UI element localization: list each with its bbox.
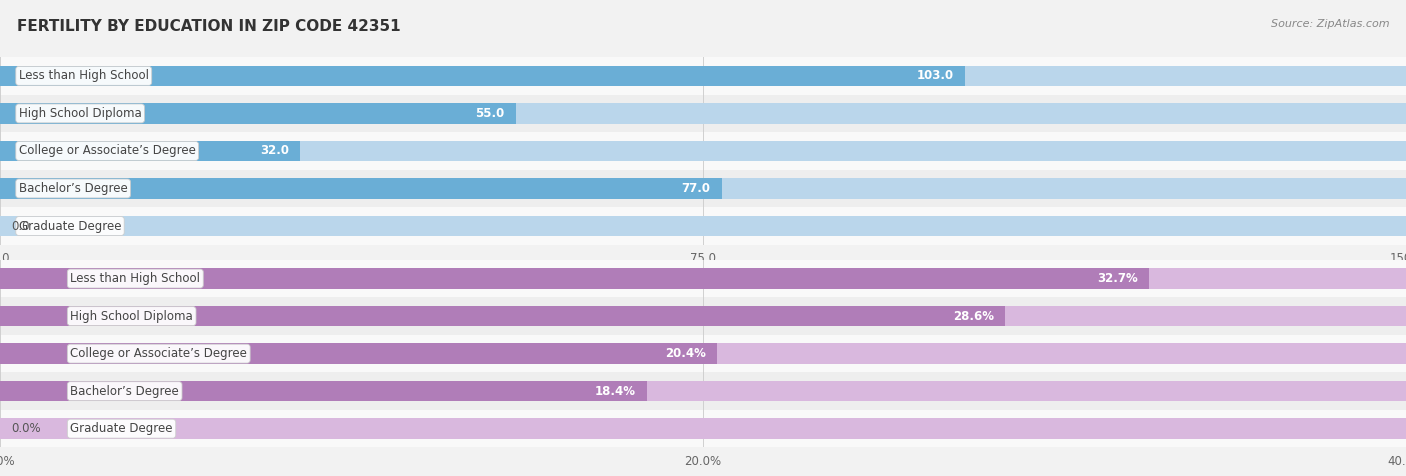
- Bar: [0, 335, 1406, 372]
- Text: 55.0: 55.0: [475, 107, 505, 120]
- Text: 77.0: 77.0: [682, 182, 710, 195]
- Text: 32.7%: 32.7%: [1098, 272, 1139, 285]
- Bar: [0, 418, 1406, 439]
- Text: Bachelor’s Degree: Bachelor’s Degree: [18, 182, 128, 195]
- Text: College or Associate’s Degree: College or Associate’s Degree: [70, 347, 247, 360]
- Bar: [0, 140, 299, 161]
- Text: 103.0: 103.0: [917, 69, 955, 82]
- Text: 28.6%: 28.6%: [953, 309, 994, 323]
- Text: 0.0: 0.0: [11, 219, 30, 232]
- Text: College or Associate’s Degree: College or Associate’s Degree: [18, 144, 195, 158]
- Text: 32.0: 32.0: [260, 144, 288, 158]
- Bar: [0, 178, 1406, 199]
- Bar: [0, 57, 1406, 95]
- Bar: [0, 207, 1406, 245]
- Bar: [0, 268, 1150, 289]
- Bar: [0, 103, 1406, 124]
- Bar: [0, 216, 1406, 236]
- Text: High School Diploma: High School Diploma: [70, 309, 193, 323]
- Bar: [0, 381, 1406, 401]
- Text: Bachelor’s Degree: Bachelor’s Degree: [70, 385, 179, 397]
- Bar: [0, 410, 1406, 447]
- Text: 18.4%: 18.4%: [595, 385, 636, 397]
- Bar: [0, 343, 717, 364]
- Bar: [0, 103, 516, 124]
- Text: Less than High School: Less than High School: [18, 69, 149, 82]
- Bar: [0, 372, 1406, 410]
- Bar: [0, 298, 1406, 335]
- Text: Source: ZipAtlas.com: Source: ZipAtlas.com: [1271, 19, 1389, 29]
- Text: High School Diploma: High School Diploma: [18, 107, 142, 120]
- Text: 0.0%: 0.0%: [11, 422, 41, 435]
- Bar: [0, 306, 1005, 327]
- Bar: [0, 66, 1406, 86]
- Text: FERTILITY BY EDUCATION IN ZIP CODE 42351: FERTILITY BY EDUCATION IN ZIP CODE 42351: [17, 19, 401, 34]
- Bar: [0, 140, 1406, 161]
- Bar: [0, 381, 647, 401]
- Bar: [0, 306, 1406, 327]
- Text: Graduate Degree: Graduate Degree: [70, 422, 173, 435]
- Bar: [0, 132, 1406, 170]
- Text: Graduate Degree: Graduate Degree: [18, 219, 121, 232]
- Bar: [0, 95, 1406, 132]
- Text: Less than High School: Less than High School: [70, 272, 200, 285]
- Bar: [0, 260, 1406, 298]
- Bar: [0, 268, 1406, 289]
- Bar: [0, 343, 1406, 364]
- Bar: [0, 178, 721, 199]
- Bar: [0, 170, 1406, 207]
- Bar: [0, 66, 966, 86]
- Text: 20.4%: 20.4%: [665, 347, 706, 360]
